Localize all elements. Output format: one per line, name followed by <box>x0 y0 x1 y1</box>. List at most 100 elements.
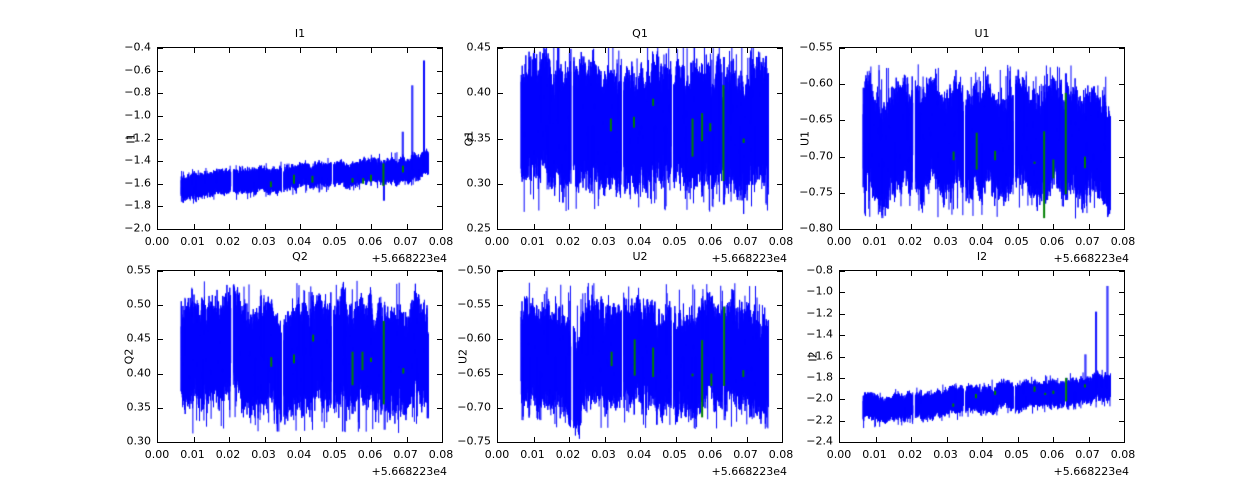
x-tick-mark <box>946 48 948 53</box>
y-tick-label: −0.70 <box>457 400 491 414</box>
y-tick-mark <box>437 407 442 409</box>
x-tick-mark <box>946 437 948 442</box>
axes-frame <box>497 270 783 443</box>
y-tick-mark <box>840 271 845 272</box>
y-tick-label: −0.55 <box>457 297 491 311</box>
x-tick-label: 0.08 <box>1110 235 1136 248</box>
y-tick-label: −0.8 <box>124 85 151 99</box>
plot-canvas <box>840 48 1124 229</box>
y-tick-mark <box>777 183 782 185</box>
x-tick-label: 0.05 <box>662 448 687 461</box>
y-tick-mark <box>437 305 442 307</box>
y-tick-label: −2.2 <box>806 413 833 427</box>
x-tick-mark <box>569 48 570 53</box>
x-tick-mark <box>193 437 195 442</box>
x-tick-mark <box>335 271 337 276</box>
x-tick-mark <box>875 224 877 229</box>
x-tick-mark <box>406 224 408 229</box>
y-tick-mark <box>840 399 845 401</box>
y-tick-label: 0.40 <box>126 366 152 380</box>
y-tick-mark <box>840 356 845 358</box>
x-tick-label: 0.03 <box>933 448 958 461</box>
y-tick-mark <box>158 206 163 208</box>
x-tick-mark <box>229 48 230 53</box>
x-tick-label: 0.00 <box>144 235 170 248</box>
x-tick-label: 0.08 <box>428 448 454 461</box>
x-tick-mark <box>746 437 748 442</box>
y-tick-label: 0.30 <box>126 434 152 448</box>
x-tick-mark <box>371 437 372 442</box>
y-tick-mark <box>158 373 163 375</box>
y-tick-label: −1.6 <box>806 349 833 362</box>
y-tick-mark <box>498 373 503 375</box>
y-tick-mark <box>158 93 163 95</box>
x-tick-mark <box>1053 271 1054 276</box>
x-tick-mark <box>746 271 748 276</box>
y-tick-label: 0.45 <box>466 40 492 54</box>
x-tick-mark <box>569 437 570 442</box>
panel-u1: U1 U1 +5.668223e4 −0.80 −0.75 −0.70 −0.65 −0… <box>799 27 1136 265</box>
axes-frame <box>157 270 443 443</box>
x-tick-mark <box>1088 48 1090 53</box>
x-tick-mark <box>1017 224 1019 229</box>
x-tick-mark <box>875 271 877 276</box>
x-tick-mark <box>982 271 983 276</box>
x-tick-label: 0.05 <box>322 235 347 248</box>
x-tick-label: 0.04 <box>286 235 312 248</box>
y-tick-mark <box>437 183 442 185</box>
axes-frame <box>157 47 443 230</box>
y-tick-label: −0.65 <box>799 112 833 126</box>
y-tick-label: −1.4 <box>806 327 833 341</box>
x-tick-mark <box>264 48 266 53</box>
x-tick-mark <box>604 271 606 276</box>
y-tick-mark <box>840 335 845 337</box>
y-tick-mark <box>1119 377 1124 379</box>
y-tick-mark <box>1119 420 1124 422</box>
x-tick-label: 0.03 <box>251 235 276 248</box>
x-tick-label: 0.06 <box>357 448 383 461</box>
y-tick-label: 0.30 <box>466 176 492 190</box>
x-tick-label: 0.02 <box>897 448 923 461</box>
y-tick-mark <box>158 339 163 341</box>
y-tick-mark <box>840 156 845 158</box>
x-axis-offset-text: +5.668223e4 <box>371 252 447 265</box>
y-tick-label: −0.55 <box>799 40 833 54</box>
x-tick-mark <box>335 48 337 53</box>
y-tick-mark <box>158 407 163 409</box>
x-tick-mark <box>300 48 301 53</box>
x-tick-label: 0.07 <box>393 448 418 461</box>
axes-frame <box>497 47 783 230</box>
y-tick-mark <box>158 48 163 49</box>
x-tick-label: 0.08 <box>768 448 794 461</box>
y-tick-mark <box>498 93 503 95</box>
y-tick-mark <box>437 161 442 163</box>
x-tick-label: 0.00 <box>144 448 170 461</box>
panel-title: Q2 <box>292 250 308 263</box>
x-tick-label: 0.02 <box>215 448 241 461</box>
y-tick-mark <box>777 442 782 443</box>
x-tick-label: 0.07 <box>733 448 758 461</box>
y-tick-mark <box>158 442 163 443</box>
x-tick-label: 0.05 <box>662 235 687 248</box>
y-tick-label: −0.60 <box>457 331 491 345</box>
x-tick-mark <box>1088 437 1090 442</box>
y-tick-mark <box>158 271 163 272</box>
x-tick-mark <box>264 437 266 442</box>
y-tick-mark <box>437 48 442 49</box>
x-tick-label: 0.04 <box>968 235 994 248</box>
y-tick-mark <box>840 229 845 230</box>
y-tick-mark <box>777 93 782 95</box>
x-tick-label: 0.03 <box>591 448 616 461</box>
y-tick-mark <box>840 377 845 379</box>
panel-title: U2 <box>632 250 648 263</box>
x-axis-offset-text: +5.668223e4 <box>371 465 447 478</box>
x-tick-mark <box>569 271 570 276</box>
y-tick-mark <box>777 271 782 272</box>
panel-title: U1 <box>974 27 990 40</box>
axes-frame <box>839 47 1125 230</box>
x-tick-mark <box>982 437 983 442</box>
x-tick-label: 0.01 <box>520 448 545 461</box>
x-axis-offset-text: +5.668223e4 <box>1053 465 1129 478</box>
y-tick-mark <box>1119 356 1124 358</box>
